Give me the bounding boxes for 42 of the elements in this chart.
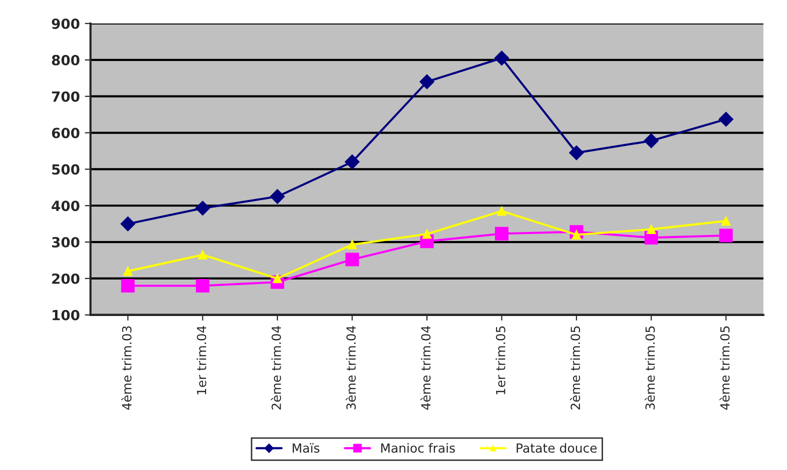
point (646, 224, 656, 234)
y-tick-label: 600 (52, 128, 80, 138)
y-tick-label: 700 (52, 91, 80, 102)
point (123, 266, 133, 276)
point (420, 74, 434, 90)
point (347, 240, 357, 250)
point (195, 200, 210, 216)
legend-label: Manioc frais (381, 443, 455, 453)
point (120, 216, 136, 232)
y-tick-label: 200 (52, 273, 80, 284)
point (344, 154, 360, 170)
point (721, 216, 731, 226)
y-tick-label: 800 (52, 54, 80, 66)
y-tick-label: 500 (52, 164, 80, 175)
point (494, 50, 510, 66)
x-tick-label: 4ème trim.03 (121, 326, 132, 410)
x-tick-label: 4ème trim.04 (420, 326, 431, 410)
point (497, 206, 506, 216)
y-tick-label: 300 (52, 237, 80, 248)
point (121, 278, 135, 293)
point (270, 189, 285, 204)
point (569, 145, 584, 160)
y-tick-label: 400 (52, 200, 80, 212)
point (719, 228, 733, 242)
x-tick-label: 2ème trim.04 (270, 326, 282, 410)
point (196, 278, 210, 293)
y-tick-label: 900 (52, 18, 80, 29)
legend-label: Patate douce (516, 443, 597, 453)
x-tick-label: 2ème trim.05 (570, 326, 580, 410)
x-tick-label: 1er trim.04 (196, 326, 206, 394)
point (494, 226, 508, 240)
point (644, 133, 659, 148)
point (422, 229, 432, 239)
legend-label: Maïs (292, 443, 320, 453)
x-tick-label: 3ème trim.05 (644, 326, 655, 410)
x-tick-label: 3ème trim.04 (346, 326, 356, 410)
x-tick-label: 4ème trim.05 (719, 326, 730, 410)
point (718, 112, 734, 127)
point (198, 250, 208, 260)
point (345, 252, 359, 266)
x-tick-label: 1er trim.05 (496, 326, 506, 394)
y-tick-label: 100 (52, 310, 80, 320)
